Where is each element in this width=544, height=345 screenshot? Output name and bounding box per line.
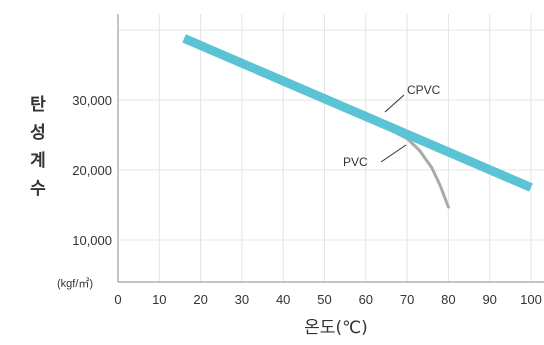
y-tick-labels: 10,000 20,000 30,000 [72,93,112,248]
x-tick-labels: 0 10 20 30 40 50 60 70 80 90 100 [114,292,541,307]
annotations: CPVC PVC [343,83,441,169]
x-tick-label: 80 [441,292,455,307]
series-cpvc-line [182,34,533,192]
x-tick-label: 10 [152,292,166,307]
y-axis-title-char: 수 [30,179,46,199]
cpvc-annotation: CPVC [407,83,441,97]
grid [118,14,544,282]
y-unit-label: (kgf/㎡) [57,277,93,290]
x-tick-label: 50 [317,292,331,307]
x-tick-label: 40 [276,292,290,307]
y-axis-title-char: 계 [30,151,46,171]
series-layer [182,34,533,209]
x-tick-label: 30 [235,292,249,307]
x-tick-label: 60 [359,292,373,307]
cpvc-leader-line [384,94,405,113]
x-tick-label: 70 [400,292,414,307]
y-axis-title-char: 탄 [30,95,46,115]
x-tick-label: 0 [114,292,121,307]
x-tick-label: 90 [482,292,496,307]
y-tick-label: 10,000 [72,233,112,248]
pvc-annotation: PVC [343,155,368,169]
y-tick-label: 20,000 [72,163,112,178]
x-axis-title: 온도(℃) [304,318,368,338]
y-tick-label: 30,000 [72,93,112,108]
x-tick-label: 100 [520,292,542,307]
y-axis-title-char: 성 [30,123,46,143]
pvc-leader-line [380,144,407,163]
x-tick-label: 20 [193,292,207,307]
